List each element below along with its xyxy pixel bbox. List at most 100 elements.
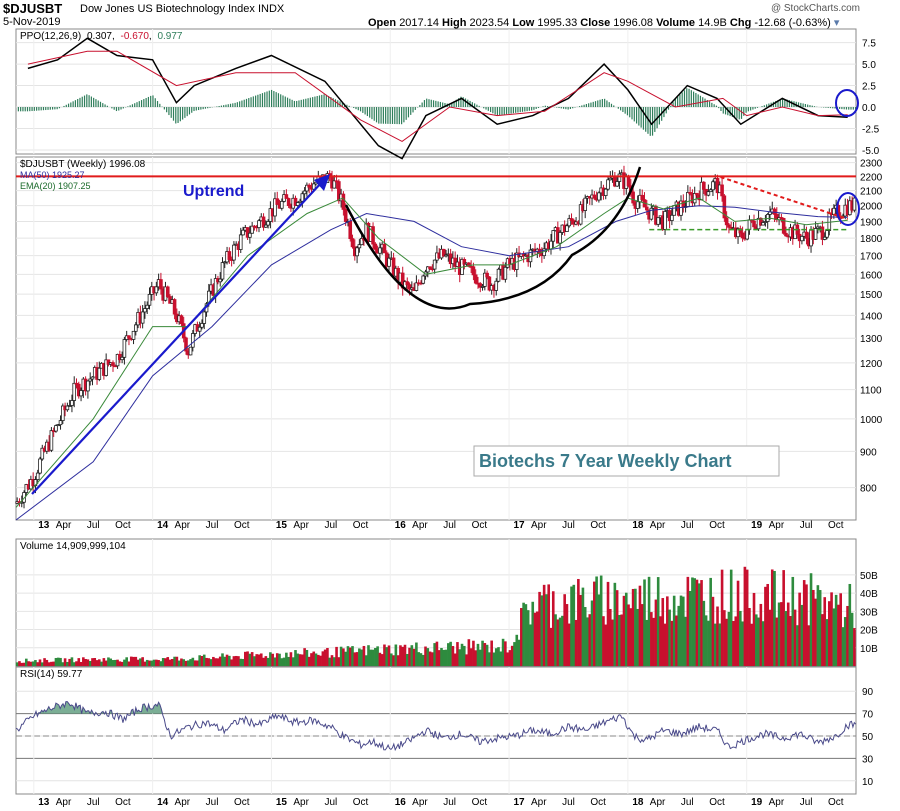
candle-body — [761, 222, 765, 226]
volume-bar — [574, 619, 578, 666]
volume-bar — [638, 585, 642, 666]
candle-body — [284, 194, 289, 199]
candle-body — [70, 400, 74, 406]
volume-bar — [66, 661, 69, 666]
volume-bar — [193, 660, 197, 666]
open-value: 2017.14 — [399, 17, 439, 29]
volume-bar — [326, 647, 329, 666]
x-axis-label: Oct — [709, 797, 725, 808]
volume-bar — [337, 657, 341, 666]
volume-bar — [567, 623, 571, 666]
volume-tick-label: 20B — [860, 626, 878, 637]
volume-bar — [77, 658, 81, 666]
volume-bar — [570, 586, 573, 666]
volume-bar — [517, 639, 521, 666]
volume-bar — [554, 614, 557, 666]
price-tick-label: 2000 — [860, 202, 883, 213]
volume-bar — [827, 601, 831, 666]
volume-bar — [707, 620, 710, 666]
volume-bar — [581, 587, 585, 666]
candle-body — [261, 216, 266, 228]
volume-bar — [723, 610, 726, 666]
volume-bar — [474, 650, 478, 666]
volume-bar — [602, 616, 605, 666]
volume-bar — [547, 584, 551, 666]
volume-bar — [656, 577, 660, 666]
volume-bar — [668, 609, 671, 666]
x-axis-label: Jul — [324, 520, 337, 531]
volume-bar — [437, 650, 441, 666]
volume-bar — [720, 569, 724, 666]
volume-bar — [168, 659, 172, 666]
volume-bar — [225, 654, 229, 666]
open-label: Open — [368, 17, 397, 29]
volume-bar — [348, 647, 352, 666]
volume-bar — [640, 604, 644, 666]
volume-bar — [442, 649, 446, 666]
volume-bar — [533, 612, 537, 666]
volume-bar — [759, 603, 763, 666]
volume-bar — [764, 586, 767, 666]
ppo-legend: PPO(12,26,9) 0.307, -0.670, 0.977 — [20, 31, 183, 42]
candle-body — [763, 221, 768, 223]
volume-bar — [839, 593, 842, 666]
candle-body — [307, 184, 311, 188]
candle-body — [626, 176, 631, 187]
volume-bar — [246, 651, 249, 666]
candle-body — [784, 232, 788, 237]
x-axis-label: 14 — [157, 520, 169, 531]
volume-bar — [538, 591, 541, 666]
volume-bar — [410, 645, 414, 666]
x-axis-label: Jul — [562, 797, 575, 808]
candle-body — [487, 276, 492, 291]
volume-bar — [278, 653, 281, 666]
volume-bar — [230, 659, 233, 666]
candle-body — [197, 326, 202, 332]
volume-bar — [556, 619, 560, 666]
volume-bar — [100, 661, 103, 666]
volume-bar — [323, 649, 327, 666]
volume-bar — [107, 657, 110, 666]
rsi-tick-label: 30 — [862, 754, 874, 765]
candle-body — [483, 272, 487, 287]
ppo-legend-name: PPO(12,26,9) — [20, 31, 81, 42]
volume-bar — [376, 646, 379, 666]
volume-bar — [171, 658, 174, 666]
volume-bar — [563, 594, 566, 666]
volume-bar — [104, 660, 108, 666]
stockcharts-credit[interactable]: @ StockCharts.com — [770, 3, 860, 14]
candle-body — [332, 180, 337, 189]
volume-bar — [38, 659, 42, 666]
volume-bar — [95, 660, 99, 666]
volume-bar — [173, 656, 176, 666]
volume-bar — [451, 646, 455, 666]
candle-body — [131, 330, 136, 340]
volume-bar — [371, 649, 375, 666]
volume-bar — [159, 661, 163, 666]
volume-bar — [814, 598, 817, 666]
volume-bar — [821, 614, 824, 666]
volume-bar — [43, 658, 46, 666]
volume-bar — [535, 611, 539, 666]
title-textbox-text: Biotechs 7 Year Weekly Chart — [479, 451, 731, 471]
dropdown-icon[interactable]: ▾ — [833, 17, 840, 29]
candle-body — [295, 202, 300, 206]
volume-bar — [782, 570, 785, 666]
volume-bar — [672, 595, 676, 666]
volume-bar — [262, 657, 265, 666]
volume-bar — [125, 657, 128, 666]
volume-tick-label: 50B — [860, 571, 878, 582]
candle-body — [681, 200, 686, 208]
title-textbox — [473, 445, 780, 477]
candle-body — [90, 376, 95, 380]
x-axis-label: Jul — [800, 797, 813, 808]
price-tick-label: 1700 — [860, 252, 883, 263]
volume-bar — [317, 654, 320, 666]
x-axis-label: 14 — [157, 797, 169, 808]
volume-bar — [321, 651, 325, 666]
candle-body — [738, 228, 743, 234]
candle-body — [405, 281, 410, 286]
x-axis-label: Jul — [87, 520, 100, 531]
candle-body — [357, 244, 362, 249]
volume-bar — [155, 659, 158, 666]
